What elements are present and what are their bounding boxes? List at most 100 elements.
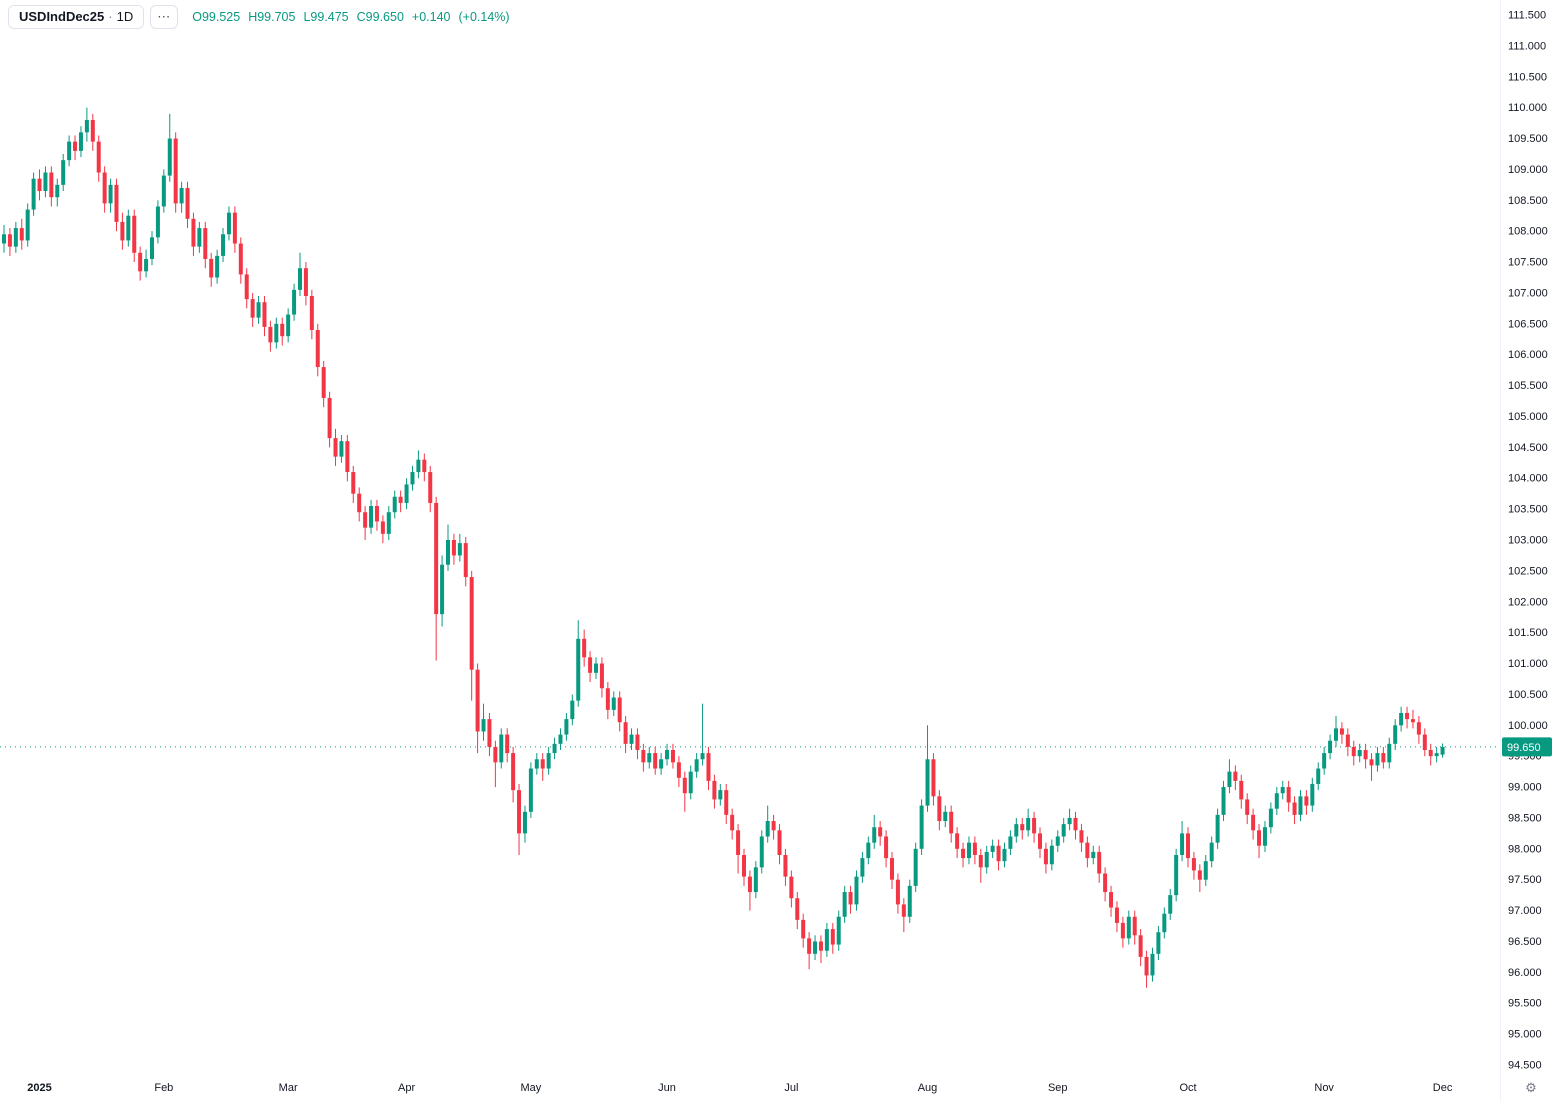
candle[interactable] bbox=[469, 570, 474, 701]
candle[interactable] bbox=[901, 898, 906, 933]
candle[interactable] bbox=[1114, 901, 1119, 933]
candle[interactable] bbox=[357, 487, 362, 522]
candle[interactable] bbox=[78, 126, 83, 158]
candle[interactable] bbox=[1345, 728, 1350, 757]
candle[interactable] bbox=[978, 848, 983, 883]
candle[interactable] bbox=[197, 221, 202, 253]
candle[interactable] bbox=[1144, 950, 1149, 988]
candle[interactable] bbox=[1399, 706, 1404, 732]
candle[interactable] bbox=[1239, 774, 1244, 809]
candle[interactable] bbox=[700, 703, 705, 766]
gear-icon[interactable]: ⚙ bbox=[1525, 1080, 1537, 1095]
candle[interactable] bbox=[481, 703, 486, 741]
candle[interactable] bbox=[1339, 722, 1344, 744]
candle[interactable] bbox=[440, 555, 445, 627]
candle[interactable] bbox=[73, 135, 78, 161]
candle[interactable] bbox=[416, 450, 421, 479]
candle[interactable] bbox=[1434, 746, 1439, 763]
candle[interactable] bbox=[1061, 817, 1066, 843]
candle[interactable] bbox=[114, 178, 119, 232]
candle[interactable] bbox=[1120, 916, 1125, 948]
candle[interactable] bbox=[90, 113, 95, 151]
candle[interactable] bbox=[108, 178, 113, 213]
candle[interactable] bbox=[688, 765, 693, 800]
candle[interactable] bbox=[907, 879, 912, 923]
candle[interactable] bbox=[374, 499, 379, 531]
candle[interactable] bbox=[315, 323, 320, 377]
candle[interactable] bbox=[1245, 793, 1250, 825]
candle[interactable] bbox=[659, 753, 664, 775]
candle[interactable] bbox=[7, 228, 12, 256]
candle[interactable] bbox=[753, 861, 758, 899]
candle[interactable] bbox=[1091, 845, 1096, 865]
candle[interactable] bbox=[1132, 910, 1137, 945]
candle[interactable] bbox=[884, 830, 889, 868]
candle[interactable] bbox=[842, 885, 847, 923]
candle[interactable] bbox=[1440, 743, 1445, 758]
candle[interactable] bbox=[1357, 743, 1362, 763]
candle[interactable] bbox=[1405, 706, 1410, 729]
candle[interactable] bbox=[955, 827, 960, 859]
more-options-button[interactable]: ⋯ bbox=[150, 5, 179, 29]
candle[interactable] bbox=[813, 935, 818, 960]
candle[interactable] bbox=[546, 746, 551, 775]
candle[interactable] bbox=[1304, 790, 1309, 815]
candle[interactable] bbox=[759, 830, 764, 874]
candle[interactable] bbox=[996, 839, 1001, 871]
candle[interactable] bbox=[1026, 808, 1031, 837]
candle[interactable] bbox=[31, 172, 36, 216]
candle[interactable] bbox=[1363, 743, 1368, 769]
candle[interactable] bbox=[19, 218, 24, 250]
candle[interactable] bbox=[274, 317, 279, 349]
candle[interactable] bbox=[848, 885, 853, 914]
candle[interactable] bbox=[1393, 719, 1398, 750]
candle[interactable] bbox=[2, 225, 6, 253]
candle[interactable] bbox=[262, 296, 267, 337]
candle[interactable] bbox=[694, 753, 699, 778]
candle[interactable] bbox=[966, 836, 971, 865]
candle[interactable] bbox=[392, 490, 397, 519]
candles-group[interactable] bbox=[2, 107, 1445, 988]
candle[interactable] bbox=[298, 252, 302, 297]
candle[interactable] bbox=[120, 212, 125, 250]
candle[interactable] bbox=[499, 728, 504, 769]
candle[interactable] bbox=[179, 181, 184, 213]
candle[interactable] bbox=[386, 506, 391, 540]
candle[interactable] bbox=[1286, 780, 1291, 812]
candle[interactable] bbox=[913, 842, 918, 893]
candle[interactable] bbox=[712, 774, 717, 809]
candle[interactable] bbox=[185, 181, 190, 229]
candle[interactable] bbox=[635, 728, 640, 760]
candle[interactable] bbox=[795, 892, 800, 930]
candle[interactable] bbox=[1097, 845, 1102, 883]
candle[interactable] bbox=[818, 935, 823, 964]
candle[interactable] bbox=[221, 228, 226, 263]
candle[interactable] bbox=[1174, 848, 1179, 902]
candle[interactable] bbox=[1422, 728, 1427, 757]
candle[interactable] bbox=[1209, 836, 1214, 868]
candle[interactable] bbox=[528, 762, 533, 818]
candle[interactable] bbox=[682, 771, 687, 812]
candle[interactable] bbox=[1067, 808, 1072, 831]
candle[interactable] bbox=[161, 169, 166, 213]
candle[interactable] bbox=[718, 783, 723, 806]
candle[interactable] bbox=[605, 682, 610, 720]
candle[interactable] bbox=[309, 289, 314, 340]
candle[interactable] bbox=[1020, 817, 1025, 840]
candle[interactable] bbox=[984, 845, 989, 874]
candle[interactable] bbox=[37, 169, 42, 201]
candle[interactable] bbox=[167, 113, 172, 182]
candle[interactable] bbox=[463, 536, 468, 587]
candle[interactable] bbox=[238, 237, 243, 284]
candle[interactable] bbox=[256, 296, 261, 324]
candle[interactable] bbox=[155, 200, 160, 244]
candle[interactable] bbox=[286, 308, 291, 343]
candle[interactable] bbox=[617, 691, 622, 732]
candle[interactable] bbox=[540, 753, 545, 781]
candle[interactable] bbox=[1257, 824, 1262, 859]
candle[interactable] bbox=[807, 932, 812, 970]
candle[interactable] bbox=[1162, 907, 1167, 939]
candle[interactable] bbox=[244, 268, 249, 309]
candle[interactable] bbox=[670, 743, 675, 769]
candle[interactable] bbox=[43, 166, 48, 198]
